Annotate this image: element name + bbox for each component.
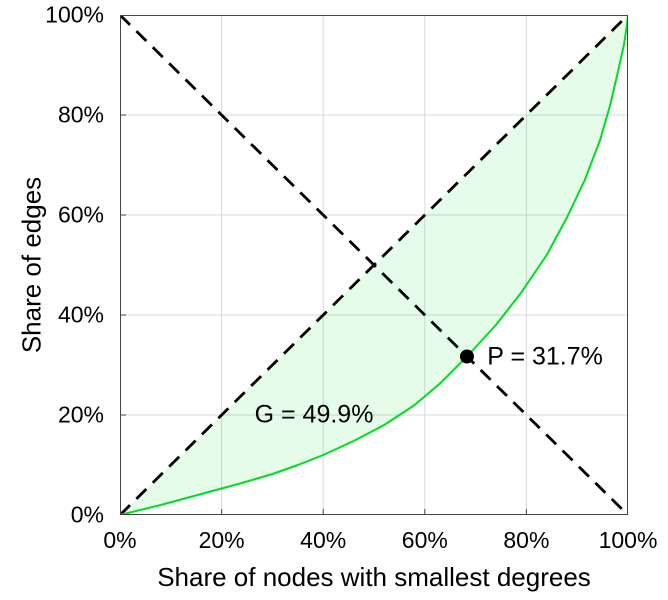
x-tick-0: 0% bbox=[103, 527, 137, 553]
y-tick-100: 100% bbox=[45, 1, 104, 28]
axes-frame bbox=[120, 15, 628, 515]
x-tick-60: 60% bbox=[401, 527, 448, 553]
x-tick-20: 20% bbox=[198, 527, 245, 553]
plot-area: G = 49.9% P = 31.7% bbox=[120, 15, 628, 515]
y-tick-80: 80% bbox=[57, 101, 104, 128]
y-axis-ticks: 0% 20% 40% 60% 80% 100% bbox=[0, 2, 112, 528]
x-axis-title: Share of nodes with smallest degrees bbox=[157, 562, 591, 592]
y-tick-40: 40% bbox=[57, 301, 104, 328]
x-tick-40: 40% bbox=[300, 527, 347, 553]
y-tick-20: 20% bbox=[57, 401, 104, 428]
y-tick-0: 0% bbox=[70, 501, 104, 528]
p-label: P = 31.7% bbox=[487, 342, 603, 370]
y-tick-60: 60% bbox=[57, 201, 104, 228]
x-tick-80: 80% bbox=[503, 527, 550, 553]
x-tick-100: 100% bbox=[598, 527, 658, 553]
plot-svg bbox=[120, 15, 628, 515]
g-label: G = 49.9% bbox=[254, 400, 374, 429]
anti-diagonal-line bbox=[120, 15, 628, 515]
point-P-marker bbox=[459, 349, 474, 364]
x-axis-ticks: 0% 20% 40% 60% 80% 100% bbox=[103, 523, 657, 555]
